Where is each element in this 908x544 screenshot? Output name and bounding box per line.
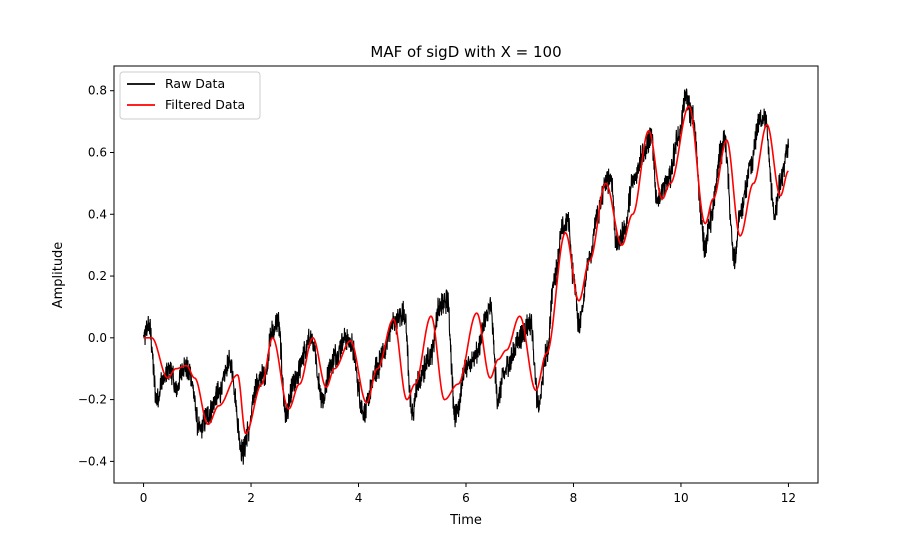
y-tick-label: 0.2 xyxy=(88,269,107,283)
y-tick-label: 0.4 xyxy=(88,207,107,221)
x-tick-label: 4 xyxy=(355,491,363,505)
plot-area xyxy=(143,88,789,465)
series-layer xyxy=(143,88,789,465)
x-tick-label: 8 xyxy=(570,491,578,505)
x-axis-label: Time xyxy=(449,513,482,528)
series-line-filtered-data xyxy=(143,105,789,435)
chart-title: MAF of sigD with X = 100 xyxy=(370,43,561,61)
x-tick-label: 6 xyxy=(462,491,470,505)
y-axis-label: Amplitude xyxy=(51,242,66,309)
x-tick-label: 2 xyxy=(247,491,255,505)
x-tick-label: 12 xyxy=(781,491,796,505)
y-axis: −0.4 −0.2 0.0 0.2 0.4 0.6 0.8 xyxy=(78,84,114,468)
y-tick-label: 0.8 xyxy=(88,84,107,98)
x-axis: 0 2 4 6 8 10 12 xyxy=(140,483,796,505)
legend-label-raw-data: Raw Data xyxy=(165,76,225,91)
y-tick-label: 0.0 xyxy=(88,331,107,345)
legend-label-filtered-data: Filtered Data xyxy=(165,97,245,112)
y-tick-label: −0.2 xyxy=(78,393,107,407)
x-tick-label: 0 xyxy=(140,491,148,505)
legend: Raw Data Filtered Data xyxy=(119,71,261,120)
y-tick-label: 0.6 xyxy=(88,145,107,159)
x-tick-label: 10 xyxy=(673,491,688,505)
series-line-raw-data xyxy=(143,88,789,465)
y-tick-label: −0.4 xyxy=(78,454,107,468)
